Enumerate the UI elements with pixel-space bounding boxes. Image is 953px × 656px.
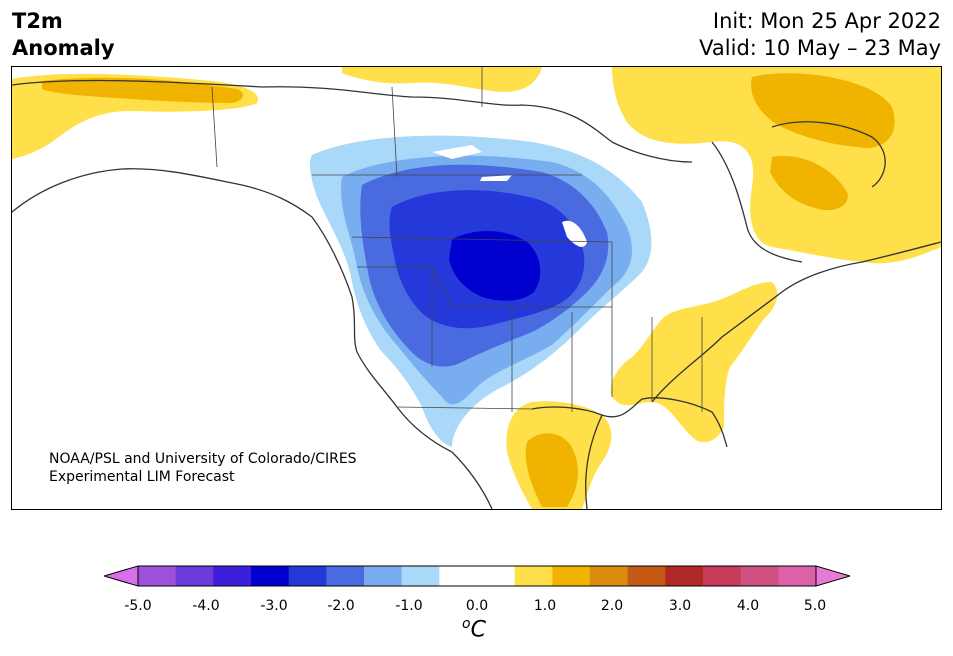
strong-warm-alaska xyxy=(42,77,244,103)
plot-title-right: Init: Mon 25 Apr 2022 Valid: 10 May – 23… xyxy=(699,8,941,62)
unit-degree: o xyxy=(462,616,471,632)
tick-label: 1.0 xyxy=(533,598,557,614)
warm-anomaly-arctic xyxy=(342,67,542,92)
colorbar-segment xyxy=(740,566,779,586)
colorbar-extend-min xyxy=(104,565,139,587)
tick-label: 2.0 xyxy=(600,598,624,614)
colorbar-segment xyxy=(703,566,742,586)
anomaly-map xyxy=(11,66,942,510)
tick-label: -1.0 xyxy=(395,598,423,614)
colorbar xyxy=(104,565,850,587)
colorbar-segment xyxy=(288,566,327,586)
lake-feature xyxy=(562,220,587,247)
strong-warm-mexico xyxy=(525,433,578,507)
title-quantity: Anomaly xyxy=(12,36,115,60)
lake-feature xyxy=(480,175,512,181)
strong-warm-greenland xyxy=(751,73,895,148)
colorbar-border xyxy=(137,565,817,587)
tick-label: -5.0 xyxy=(124,598,152,614)
title-variable: T2m xyxy=(12,9,63,33)
map-svg xyxy=(12,67,941,509)
colorbar-segment xyxy=(138,566,177,586)
colorbar-extend-max xyxy=(815,565,850,587)
plot-title-left: T2m Anomaly xyxy=(12,8,115,62)
tick-label: -2.0 xyxy=(327,598,355,614)
colorbar-segment xyxy=(364,566,403,586)
tick-label: 5.0 xyxy=(803,598,827,614)
tick-label: 3.0 xyxy=(668,598,692,614)
coastlines xyxy=(12,79,941,509)
credit-line-1: NOAA/PSL and University of Colorado/CIRE… xyxy=(49,451,357,467)
tick-label: 4.0 xyxy=(736,598,760,614)
colorbar-segment xyxy=(477,566,516,586)
lake-feature xyxy=(432,145,482,159)
colorbar-segment xyxy=(326,566,365,586)
colorbar-segment xyxy=(590,566,629,586)
colorbar-segment xyxy=(175,566,214,586)
colorbar-unit: oC xyxy=(462,616,486,642)
colorbar-segment xyxy=(251,566,290,586)
colorbar-segment xyxy=(514,566,553,586)
init-date: Init: Mon 25 Apr 2022 xyxy=(712,9,941,33)
colorbar-segment xyxy=(665,566,704,586)
credit-line-2: Experimental LIM Forecast xyxy=(49,469,235,485)
tick-label: 0.0 xyxy=(465,598,489,614)
tick-label: -4.0 xyxy=(192,598,220,614)
colorbar-segment xyxy=(627,566,666,586)
forecast-credit: NOAA/PSL and University of Colorado/CIRE… xyxy=(49,450,357,486)
colorbar-segment xyxy=(439,566,478,586)
colorbar-segment xyxy=(778,566,817,586)
colorbar-segment xyxy=(401,566,440,586)
colorbar-segment xyxy=(213,566,252,586)
valid-range: Valid: 10 May – 23 May xyxy=(699,36,941,60)
unit-letter: C xyxy=(470,617,486,643)
strong-warm-quebec xyxy=(770,156,848,211)
political-borders xyxy=(211,67,703,412)
cold-anomaly-level5 xyxy=(449,231,541,301)
colorbar-segment xyxy=(552,566,591,586)
tick-label: -3.0 xyxy=(260,598,288,614)
